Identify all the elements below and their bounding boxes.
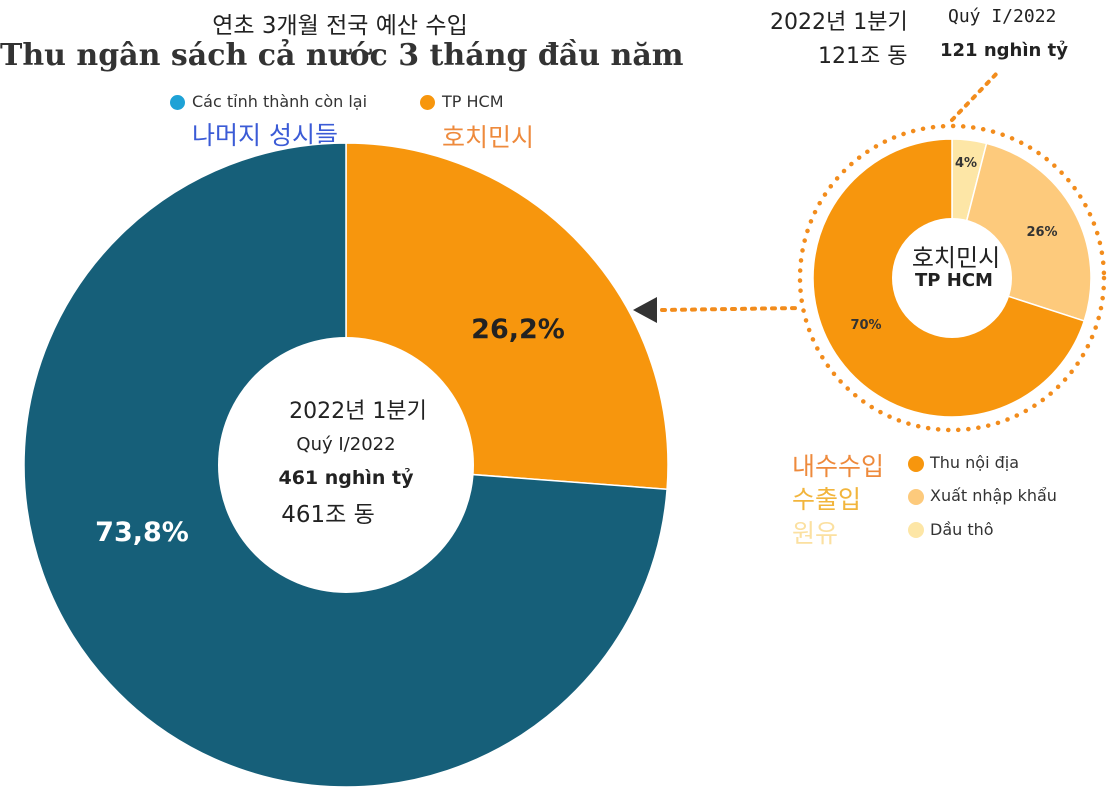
legend-hcm-marker [420,95,435,110]
main-center-total-korean: 461조 동 [281,502,375,528]
legend-trade-label: Xuất nhập khẩu [930,486,1057,505]
small-slice-label-trade: 26% [1026,225,1057,240]
small-chart-quarter-korean: 2022년 1분기 [770,10,908,35]
legend-hcm-label-korean: 호치민시 [442,123,535,152]
main-center-total: 461 nghìn tỷ [278,467,414,489]
main-center-quarter-korean: 2022년 1분기 [289,399,427,424]
main-slice-label-rest: 73,8% [95,517,189,548]
legend-rest-marker [170,95,185,110]
small-chart-total-korean: 121조 동 [818,44,908,69]
main-donut-hole [218,337,474,593]
legend-domestic-marker [908,456,924,472]
legend-trade-korean: 수출입 [792,485,862,514]
legend-rest-label: Các tỉnh thành còn lại [192,92,368,111]
connector-arrow [633,297,657,323]
small-donut-hole [892,218,1012,338]
legend-oil-korean: 원유 [792,519,839,548]
chart-subtitle-korean: 연초 3개월 전국 예산 수입 [212,13,468,39]
connector-dotted-line-top [950,68,1002,122]
small-chart-quarter: Quý I/2022 [948,6,1057,27]
legend-oil-label: Dầu thô [930,520,994,539]
small-center-name: TP HCM [915,270,993,291]
main-center-quarter: Quý I/2022 [296,434,395,455]
small-slice-label-oil: 4% [955,156,977,171]
small-center-name-korean: 호치민시 [912,244,1000,272]
legend-domestic-label: Thu nội địa [930,453,1020,472]
connector-dotted-line [660,306,802,312]
small-donut-dotted-ring [797,123,1107,433]
legend-domestic-korean: 내수수입 [792,452,885,481]
legend-oil-marker [908,522,924,538]
legend-hcm-label: TP HCM [442,92,504,111]
chart-title: Thu ngân sách cả nước 3 tháng đầu năm [0,38,684,73]
legend-trade-marker [908,489,924,505]
small-chart-total: 121 nghìn tỷ [940,40,1068,61]
small-slice-label-domestic: 70% [850,318,881,333]
main-slice-label-hcm: 26,2% [471,314,565,345]
